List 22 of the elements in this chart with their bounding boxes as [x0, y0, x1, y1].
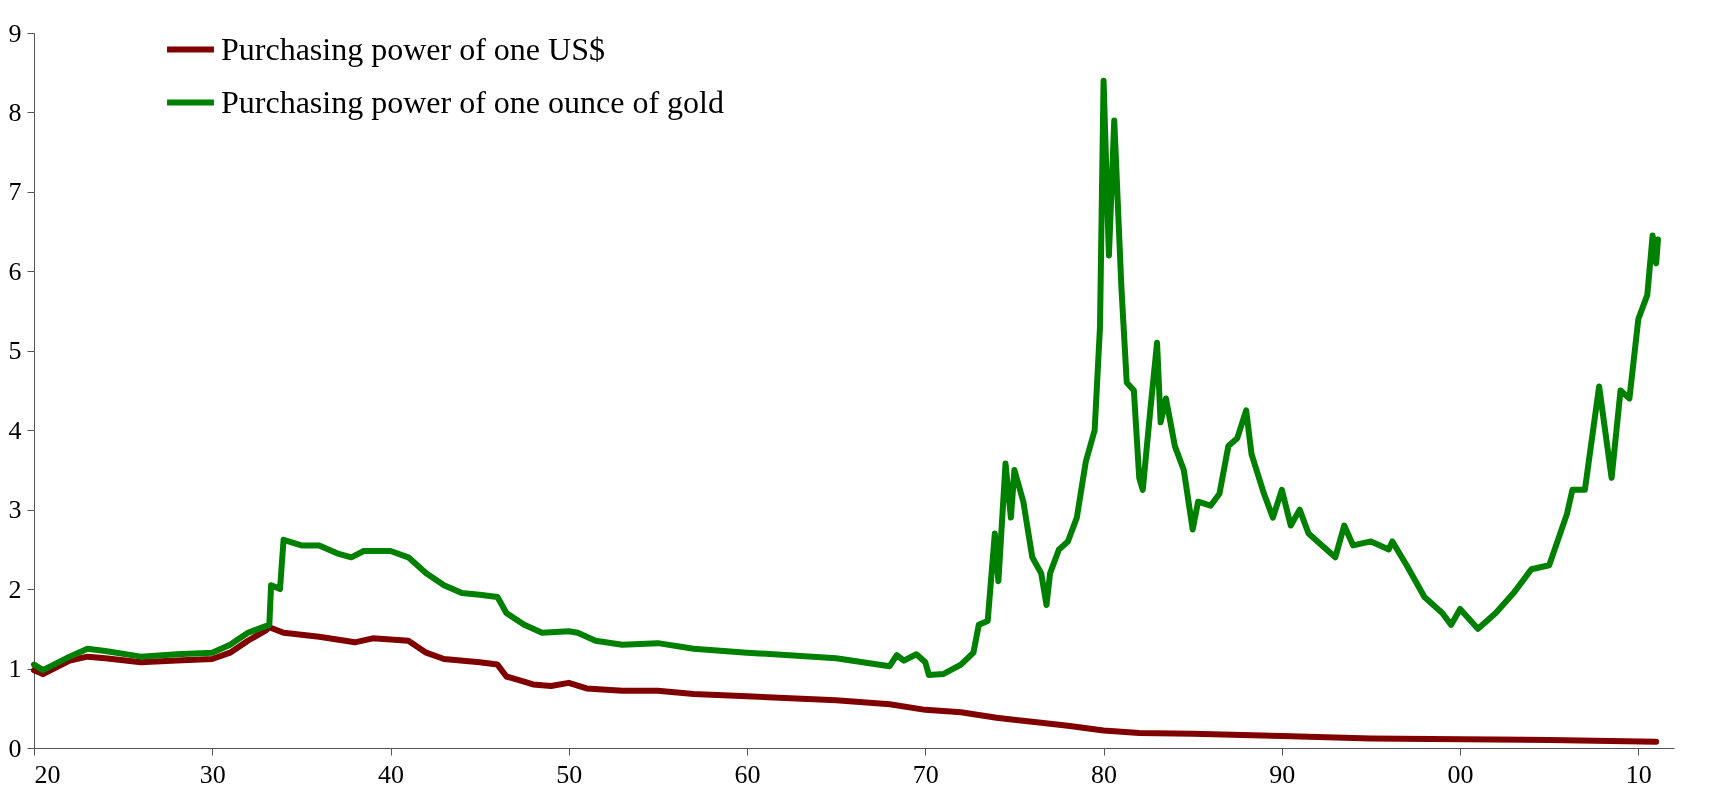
- y-tick-label: 5: [8, 336, 22, 366]
- y-tick-label: 9: [8, 18, 22, 48]
- y-tick-label: 6: [8, 256, 22, 286]
- y-tick-label: 2: [8, 574, 22, 604]
- x-tick-label: 30: [199, 759, 226, 789]
- x-tick-label: 00: [1447, 759, 1474, 789]
- y-tick-label: 4: [8, 415, 22, 445]
- x-tick-label: 40: [378, 759, 405, 789]
- legend-label: Purchasing power of one US$: [221, 30, 605, 67]
- x-tick-label: 50: [556, 759, 583, 789]
- x-tick-label: 90: [1269, 759, 1296, 789]
- y-tick-label: 7: [8, 177, 22, 207]
- x-tick-label: 80: [1091, 759, 1118, 789]
- x-tick-label: 10: [1625, 759, 1652, 789]
- y-tick-label: 1: [8, 654, 22, 684]
- y-tick-label: 3: [8, 495, 22, 525]
- x-tick-label: 60: [734, 759, 761, 789]
- x-tick-label: 20: [34, 759, 61, 789]
- y-tick-label: 0: [8, 733, 22, 763]
- legend-label: Purchasing power of one ounce of gold: [221, 83, 724, 120]
- y-tick-label: 8: [8, 97, 22, 127]
- x-tick-label: 70: [912, 759, 939, 789]
